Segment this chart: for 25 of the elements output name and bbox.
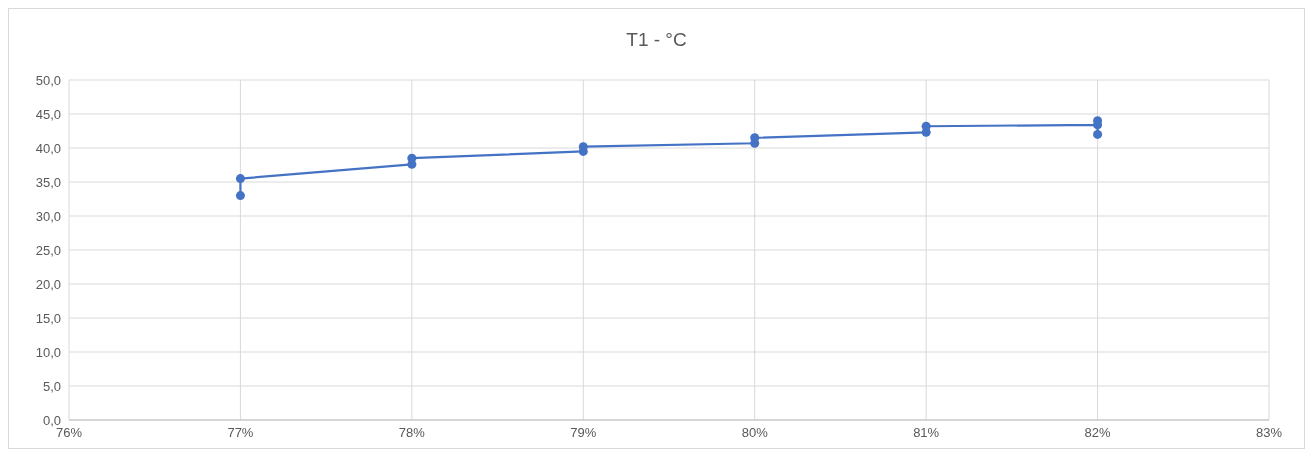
y-tick-label: 20,0: [35, 276, 61, 292]
x-tick-label: 80%: [741, 425, 769, 441]
y-tick-label: 35,0: [35, 174, 61, 190]
point: [407, 153, 417, 163]
y-tick-label: 0,0: [42, 412, 61, 428]
point: [235, 191, 245, 201]
y-tick-label: 45,0: [35, 106, 61, 122]
y-tick-label: 15,0: [35, 310, 61, 326]
chart-title: T1 - °C: [625, 28, 688, 52]
y-tick-label: 50,0: [35, 72, 61, 88]
point: [921, 121, 931, 131]
y-tick-label: 10,0: [35, 344, 61, 360]
point: [1093, 129, 1103, 139]
point: [235, 174, 245, 184]
y-tick-label: 30,0: [35, 208, 61, 224]
x-tick-label: 76%: [55, 425, 83, 441]
y-tick-label: 25,0: [35, 242, 61, 258]
x-tick-label: 78%: [398, 425, 426, 441]
x-tick-label: 83%: [1255, 425, 1283, 441]
x-tick-label: 81%: [913, 425, 940, 441]
y-tick-label: 40,0: [35, 140, 61, 156]
x-tick-label: 77%: [227, 425, 254, 441]
x-tick-label: 79%: [570, 425, 597, 441]
x-tick-label: 82%: [1084, 425, 1112, 441]
y-tick-label: 5,0: [42, 378, 61, 394]
